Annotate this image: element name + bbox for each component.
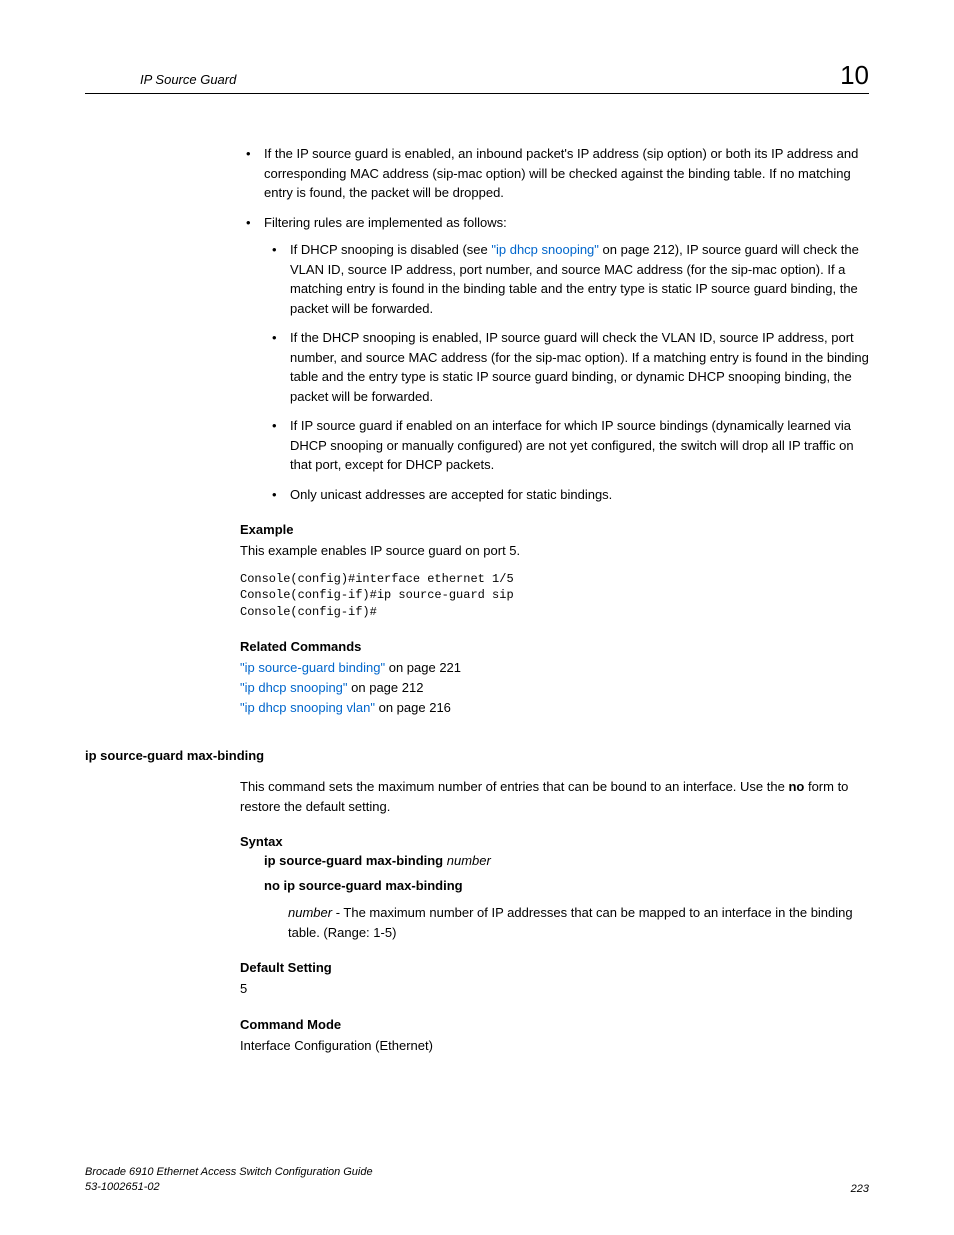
nested-bullet-item: Only unicast addresses are accepted for … <box>264 485 869 505</box>
text-run: on page 212 <box>348 680 424 695</box>
command-mode-heading: Command Mode <box>240 1017 869 1032</box>
footer-doc-number: 53-1002651-02 <box>85 1180 373 1195</box>
footer-doc-title: Brocade 6910 Ethernet Access Switch Conf… <box>85 1165 373 1180</box>
parameter-name: number <box>288 905 332 920</box>
bullet-text: Filtering rules are implemented as follo… <box>264 215 507 230</box>
syntax-command: ip source-guard max-binding <box>264 853 443 868</box>
related-link-row: "ip dhcp snooping vlan" on page 216 <box>240 698 869 718</box>
bullet-item: If the IP source guard is enabled, an in… <box>240 144 869 203</box>
parameter-description: number - The maximum number of IP addres… <box>288 903 869 942</box>
parameter-text: - The maximum number of IP addresses tha… <box>288 905 853 940</box>
code-example: Console(config)#interface ethernet 1/5 C… <box>240 571 869 621</box>
command-body: This command sets the maximum number of … <box>240 777 869 1055</box>
text-run: This command sets the maximum number of … <box>240 779 788 794</box>
text-run: If DHCP snooping is disabled (see <box>290 242 491 257</box>
syntax-line: ip source-guard max-binding number <box>264 853 869 868</box>
syntax-no-command: no ip source-guard max-binding <box>264 878 463 893</box>
example-description: This example enables IP source guard on … <box>240 541 869 561</box>
content-body: If the IP source guard is enabled, an in… <box>240 144 869 718</box>
related-link-row: "ip dhcp snooping" on page 212 <box>240 678 869 698</box>
text-run: on page 216 <box>375 700 451 715</box>
cross-reference-link[interactable]: "ip dhcp snooping" <box>240 680 348 695</box>
bullet-item: Filtering rules are implemented as follo… <box>240 213 869 505</box>
syntax-argument: number <box>447 853 491 868</box>
example-heading: Example <box>240 522 869 537</box>
nested-bullet-item: If IP source guard if enabled on an inte… <box>264 416 869 475</box>
chapter-number: 10 <box>840 60 869 91</box>
page-footer: Brocade 6910 Ethernet Access Switch Conf… <box>85 1165 869 1195</box>
footer-page-number: 223 <box>851 1183 869 1195</box>
header-section-title: IP Source Guard <box>85 72 236 87</box>
command-mode-value: Interface Configuration (Ethernet) <box>240 1036 869 1056</box>
cross-reference-link[interactable]: "ip dhcp snooping" <box>491 242 599 257</box>
syntax-heading: Syntax <box>240 834 869 849</box>
default-setting-value: 5 <box>240 979 869 999</box>
keyword-no: no <box>788 779 804 794</box>
page-header: IP Source Guard 10 <box>85 60 869 94</box>
text-run: on page 221 <box>385 660 461 675</box>
nested-bullet-item: If DHCP snooping is disabled (see "ip dh… <box>264 240 869 318</box>
nested-bullet-list: If DHCP snooping is disabled (see "ip dh… <box>264 240 869 504</box>
nested-bullet-item: If the DHCP snooping is enabled, IP sour… <box>264 328 869 406</box>
command-name-heading: ip source-guard max-binding <box>85 748 869 763</box>
syntax-line: no ip source-guard max-binding <box>264 878 869 893</box>
syntax-block: ip source-guard max-binding number no ip… <box>264 853 869 942</box>
cross-reference-link[interactable]: "ip source-guard binding" <box>240 660 385 675</box>
related-link-row: "ip source-guard binding" on page 221 <box>240 658 869 678</box>
default-setting-heading: Default Setting <box>240 960 869 975</box>
command-description: This command sets the maximum number of … <box>240 777 869 816</box>
cross-reference-link[interactable]: "ip dhcp snooping vlan" <box>240 700 375 715</box>
related-commands-heading: Related Commands <box>240 639 869 654</box>
bullet-list: If the IP source guard is enabled, an in… <box>240 144 869 504</box>
footer-doc-info: Brocade 6910 Ethernet Access Switch Conf… <box>85 1165 373 1195</box>
